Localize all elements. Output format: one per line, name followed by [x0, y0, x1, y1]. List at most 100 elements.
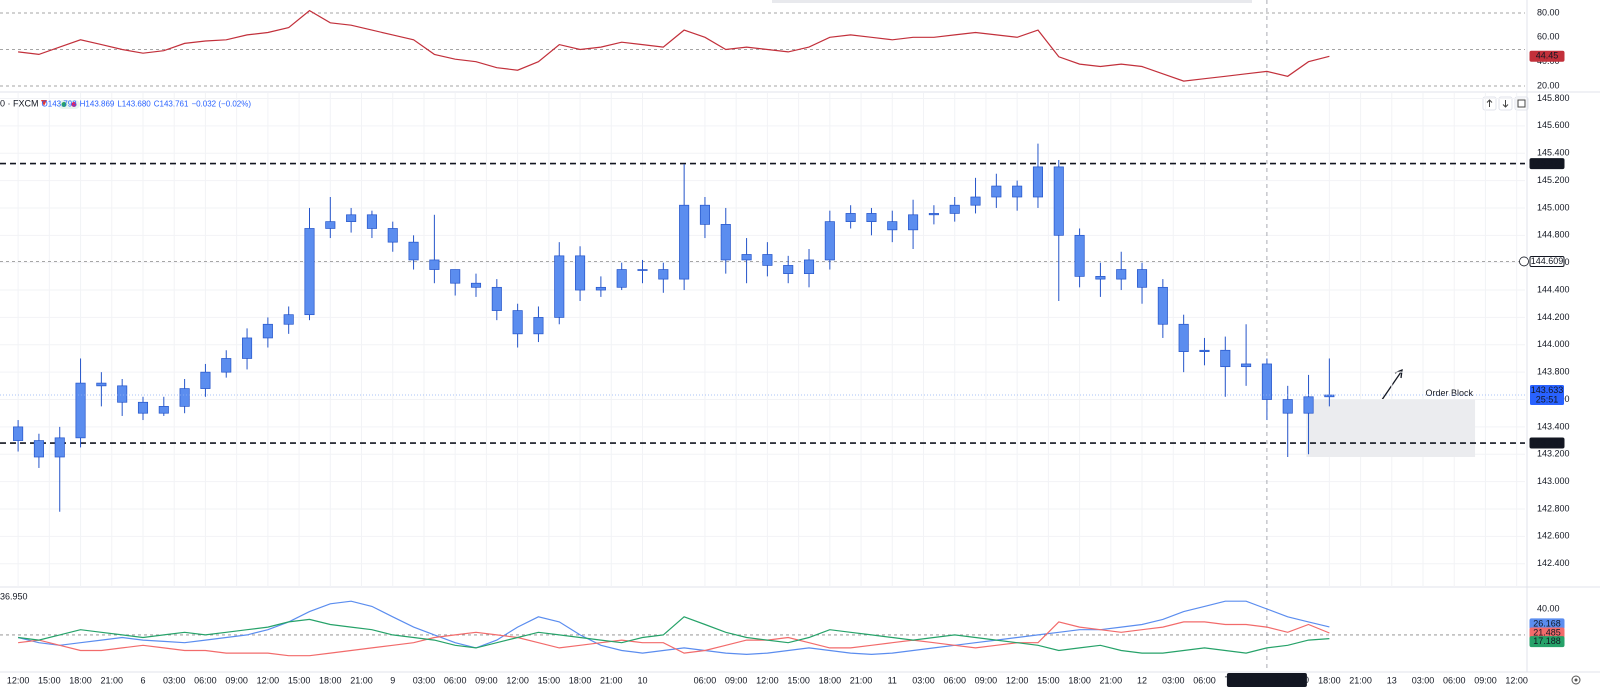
y-tick-label: 144.200: [1537, 312, 1570, 322]
candle-body: [1074, 234, 1085, 277]
indicator-line: [17, 600, 1330, 656]
x-tick-label: 03:00: [1412, 675, 1435, 685]
candle-body: [991, 185, 1002, 198]
candle-body: [1136, 269, 1148, 288]
x-tick-label: 03:00: [912, 675, 935, 685]
move-up-button[interactable]: [1482, 96, 1497, 111]
candle-body: [1116, 269, 1127, 280]
y-tick-label: 142.400: [1537, 558, 1570, 568]
x-tick-label: 09:00: [975, 675, 998, 685]
ohlc-value: C143.761: [154, 100, 189, 109]
ohlc-value: −0.032 (−0.02%): [191, 100, 251, 109]
pane-buttons[interactable]: [1482, 96, 1529, 111]
x-tick-label: 12:00: [756, 675, 779, 685]
candle-body: [137, 401, 149, 414]
candle-body: [762, 254, 773, 266]
maximize-button[interactable]: [1514, 96, 1529, 111]
alert-icon: [1519, 256, 1529, 267]
x-tick-label: 15:00: [288, 675, 311, 685]
price-badge-label: 21.485: [1533, 627, 1561, 637]
indicator-header: 36.950: [0, 591, 28, 601]
x-tick-label: 06:00: [444, 675, 467, 685]
candle-body: [679, 204, 690, 280]
y-tick-label: 142.600: [1537, 531, 1570, 541]
candle-body: [1220, 349, 1231, 368]
x-tick-label: 10: [638, 675, 648, 685]
candle-body: [845, 213, 856, 222]
x-tick-label: 12:00: [257, 675, 280, 685]
y-tick-label: 145.600: [1537, 120, 1570, 130]
candle-body: [1157, 286, 1168, 325]
gear-icon: [1571, 675, 1581, 685]
candle-body: [616, 269, 627, 288]
y-tick-label: 40.00: [1537, 603, 1560, 613]
y-tick-label: 60.00: [1537, 32, 1560, 42]
x-tick-label: 18:00: [1068, 675, 1091, 685]
candle-body: [928, 213, 939, 216]
x-tick-label: 03:00: [413, 675, 436, 685]
candle-body: [575, 255, 586, 291]
x-tick-label: 15:00: [1037, 675, 1060, 685]
move-down-button[interactable]: [1498, 96, 1513, 111]
x-tick-label: 06:00: [1443, 675, 1466, 685]
y-tick-label: 145.800: [1537, 93, 1570, 103]
candle-body: [13, 426, 24, 441]
candle-body: [908, 214, 919, 231]
candle-body: [1053, 166, 1064, 236]
x-tick-label: 15:00: [38, 675, 61, 685]
candle-body: [158, 406, 169, 414]
legend-line: 0 · FXCM O143.793 H143.869 L143.680 C143.761…: [0, 99, 251, 109]
top-toolbar-edge: [772, 0, 1252, 3]
candle-body: [1282, 399, 1293, 414]
x-tick-label: 09:00: [725, 675, 748, 685]
candle-body: [803, 259, 815, 274]
candle-body: [949, 204, 960, 214]
x-tick-label: 09:00: [1474, 675, 1497, 685]
candle-body: [262, 323, 273, 339]
candle-body: [96, 382, 107, 387]
candle-body: [1303, 396, 1314, 414]
arrow-down-icon: [1502, 100, 1509, 108]
candle-body: [866, 213, 877, 222]
x-tick-label: 12:00: [1505, 675, 1528, 685]
y-tick-label: 20.00: [1537, 80, 1560, 90]
x-tick-label: 18:00: [819, 675, 842, 685]
candle-body: [658, 269, 669, 280]
indicator-line: [18, 9, 1330, 82]
x-tick-label: 6: [140, 675, 145, 685]
candle-body: [179, 388, 190, 407]
x-tick-label: 21:00: [600, 675, 623, 685]
candle-body: [512, 310, 523, 335]
candle-body: [554, 255, 565, 318]
candle-body: [75, 382, 86, 439]
price-badge: [1529, 437, 1565, 449]
x-tick-label: 12:00: [7, 675, 30, 685]
candle-body: [325, 221, 336, 229]
ohlc-value: H143.869: [80, 100, 115, 109]
candle-body: [200, 371, 211, 389]
crosshair-time-label: Thu 12 Jun '25 12:00: [1225, 675, 1309, 685]
candle-body: [783, 265, 794, 274]
price-badge-label: 44.45: [1536, 51, 1559, 61]
candle-body: [699, 204, 710, 225]
candle-body: [33, 440, 44, 458]
candle-body: [1241, 363, 1252, 368]
candle-body: [242, 337, 253, 359]
candle-body: [491, 286, 502, 311]
x-tick-label: 06:00: [1193, 675, 1216, 685]
x-tick-label: 21:00: [101, 675, 124, 685]
candle-body: [366, 214, 377, 229]
price-badge: [1529, 636, 1565, 648]
y-tick-label: 143.400: [1537, 421, 1570, 431]
x-tick-label: 21:00: [850, 675, 873, 685]
settings-button[interactable]: [1571, 675, 1581, 685]
x-tick-label: 03:00: [1162, 675, 1185, 685]
price-badge-label: 145.324: [1531, 158, 1564, 168]
order-block-zone: [1306, 399, 1476, 457]
candle-body: [741, 254, 752, 261]
x-tick-label: 09:00: [475, 675, 498, 685]
status-dot: [71, 102, 77, 107]
price-badge: [1529, 50, 1565, 62]
y-tick-label: 142.800: [1537, 503, 1570, 513]
